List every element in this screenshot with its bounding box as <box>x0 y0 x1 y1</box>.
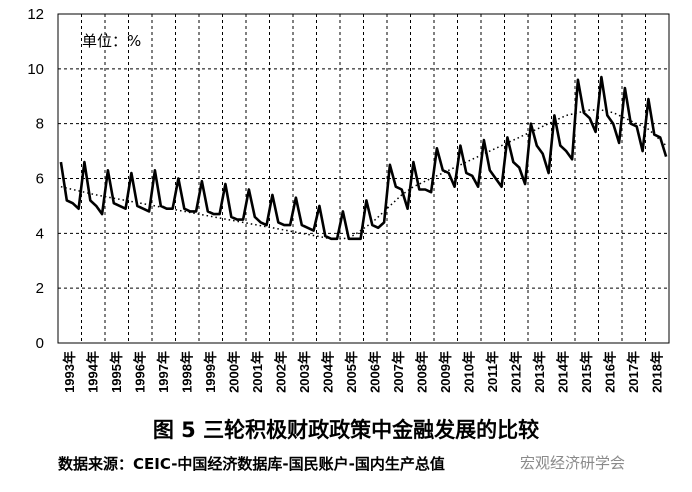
chart: 0 2 4 6 8 10 12 1993年 1994年 1995年 1996年 1997年 1998年… <box>27 6 670 393</box>
x-tick-label: 2006年 <box>367 351 382 393</box>
x-tick-label: 2017年 <box>626 351 641 393</box>
x-tick-label: 1999年 <box>203 351 218 393</box>
y-tick-label: 6 <box>36 171 44 188</box>
x-tick-label: 2015年 <box>579 351 594 393</box>
x-tick-label: 1997年 <box>156 351 171 393</box>
x-tick-label: 2007年 <box>391 351 406 393</box>
x-tick-label: 2003年 <box>297 351 312 393</box>
x-tick-label: 2009年 <box>438 351 453 393</box>
x-tick-label: 2002年 <box>273 351 288 393</box>
source-note: 数据来源：CEIC-中国经济数据库-国民账户-国内生产总值 <box>58 455 445 473</box>
x-tick-label: 2016年 <box>602 351 617 393</box>
x-tick-label: 2000年 <box>226 351 241 393</box>
x-tick-label: 2014年 <box>555 351 570 393</box>
y-axis: 0 2 4 6 8 10 12 <box>27 6 44 352</box>
x-tick-label: 2004年 <box>320 351 335 393</box>
plot-frame <box>57 13 670 344</box>
main-series-line <box>59 75 668 241</box>
y-tick-label: 2 <box>36 280 44 297</box>
grid <box>58 14 669 343</box>
x-tick-label: 1998年 <box>179 351 194 393</box>
x-tick-label: 1994年 <box>85 351 100 393</box>
x-tick-label: 2013年 <box>532 351 547 393</box>
x-tick-label: 2008年 <box>414 351 429 393</box>
x-tick-label: 2018年 <box>649 351 664 393</box>
x-tick-label: 2005年 <box>344 351 359 393</box>
unit-label: 单位：% <box>82 32 141 50</box>
figure-caption: 图 5 三轮积极财政政策中金融发展的比较 <box>152 418 540 442</box>
x-tick-label: 2010年 <box>461 351 476 393</box>
y-tick-label: 12 <box>27 6 44 23</box>
watermark: 宏观经济研学会 <box>520 454 626 472</box>
y-tick-label: 8 <box>36 116 44 133</box>
x-tick-label: 2011年 <box>485 351 500 392</box>
y-tick-label: 4 <box>36 225 44 242</box>
y-tick-label: 0 <box>36 335 44 352</box>
x-tick-label: 2001年 <box>250 351 265 393</box>
x-tick-label: 2012年 <box>508 351 523 393</box>
x-tick-label: 1995年 <box>109 351 124 393</box>
x-axis: 1993年 1994年 1995年 1996年 1997年 1998年 1999年 2000年… <box>62 351 665 393</box>
x-tick-label: 1996年 <box>132 351 147 393</box>
x-tick-label: 1993年 <box>62 351 77 393</box>
y-tick-label: 10 <box>27 61 44 78</box>
